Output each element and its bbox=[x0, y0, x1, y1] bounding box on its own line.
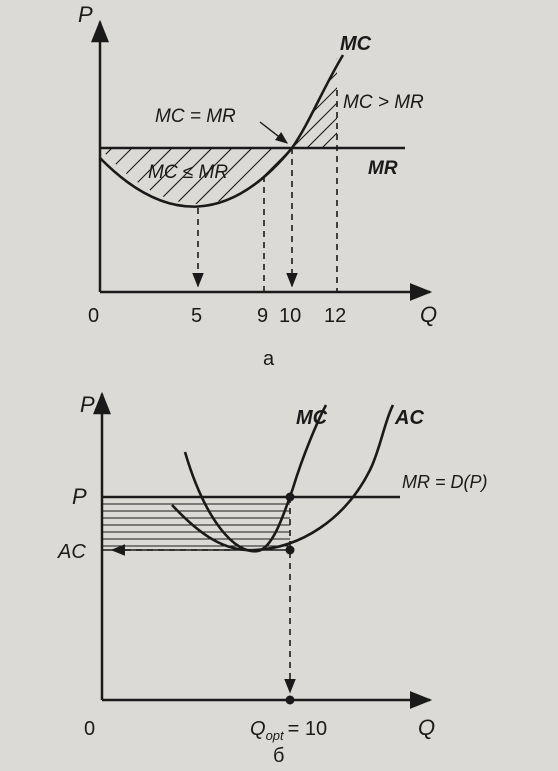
b-mc-label: MC bbox=[296, 407, 328, 429]
b-ac-curve bbox=[171, 404, 395, 552]
a-y-axis-label: P bbox=[78, 2, 93, 27]
diagram-b: P Q 0 P AC MC AC MR = D(P) Qopt = 10 б bbox=[57, 391, 488, 767]
b-mr-label: MR = D(P) bbox=[402, 472, 488, 492]
b-price-label: P bbox=[72, 484, 87, 509]
b-origin-label: 0 bbox=[84, 718, 95, 740]
b-y-axis-label: P bbox=[80, 392, 95, 417]
b-qopt-value: = 10 bbox=[288, 718, 327, 740]
a-eq-label: MC = MR bbox=[155, 106, 236, 127]
b-qopt-sub: opt bbox=[266, 728, 285, 743]
b-x-axis-label: Q bbox=[418, 715, 435, 740]
b-mc-curve bbox=[183, 404, 328, 553]
a-x-tick-9: 9 bbox=[257, 305, 268, 327]
b-point-qopt bbox=[285, 695, 295, 705]
b-ac-tick-label: AC bbox=[57, 541, 86, 563]
a-mr-label: MR bbox=[368, 158, 398, 179]
b-qopt-label: Qopt = 10 bbox=[250, 718, 327, 743]
b-ac-label: AC bbox=[394, 407, 424, 429]
a-x-tick-5: 5 bbox=[191, 305, 202, 327]
a-le-label: MC ≤ MR bbox=[148, 162, 228, 183]
hatch-profit-region bbox=[102, 503, 290, 547]
a-eq-pointer bbox=[259, 121, 288, 144]
a-x-tick-12: 12 bbox=[324, 305, 346, 327]
a-caption: а bbox=[263, 348, 275, 370]
a-x-axis-label: Q bbox=[420, 302, 437, 327]
diagram-a: P Q 0 5 9 10 12 MC MR MC = MR MC ≤ MR MC… bbox=[78, 2, 437, 370]
a-mc-label: MC bbox=[340, 33, 372, 55]
a-gt-label: MC > MR bbox=[343, 92, 424, 113]
b-point-price bbox=[285, 492, 295, 502]
b-point-ac bbox=[285, 545, 295, 555]
a-mc-curve bbox=[99, 54, 345, 208]
a-origin-label: 0 bbox=[88, 305, 99, 327]
b-qopt-q: Q bbox=[250, 718, 266, 740]
b-caption: б bbox=[273, 745, 284, 767]
a-x-tick-10: 10 bbox=[279, 305, 301, 327]
